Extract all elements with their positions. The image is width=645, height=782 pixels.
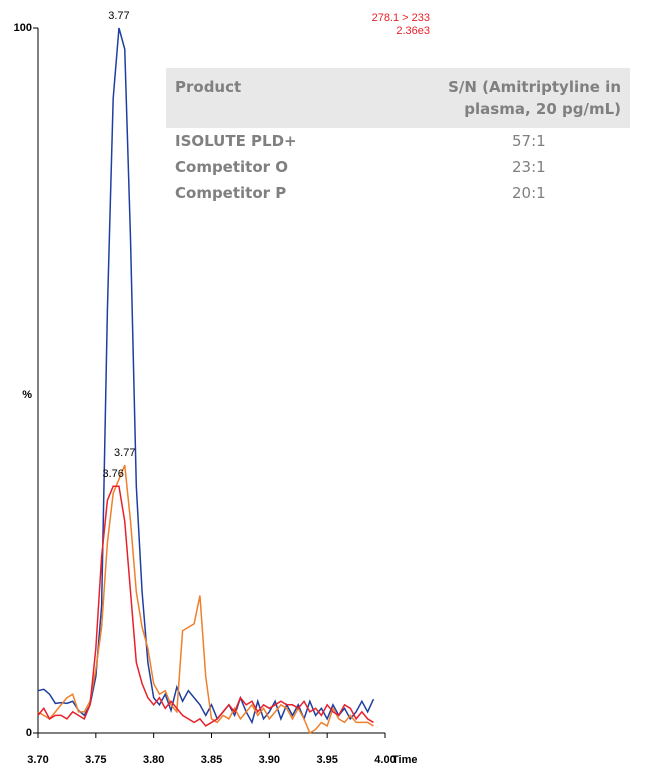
- table-header: Product S/N (Amitriptyline in plasma, 20…: [166, 68, 630, 128]
- y-axis-label: %: [22, 389, 32, 401]
- x-tick-label: 3.70: [27, 754, 48, 766]
- table-row: Competitor P 20:1: [166, 180, 630, 206]
- annotation: 2.36e3: [396, 25, 430, 37]
- peak-label: 3.76: [102, 468, 123, 480]
- series-line: [37, 27, 375, 725]
- x-axis-label: Time: [392, 754, 417, 766]
- header-cell: Product: [166, 68, 380, 128]
- cell: ISOLUTE PLD+: [175, 132, 297, 150]
- x-tick-label: 3.85: [201, 754, 222, 766]
- x-tick-label: 3.95: [316, 754, 337, 766]
- series-line: [37, 464, 374, 735]
- cell: 20:1: [512, 184, 546, 202]
- table: Product S/N (Amitriptyline in plasma, 20…: [166, 68, 630, 206]
- x-tick-label: 3.80: [143, 754, 164, 766]
- table-row: Competitor O 23:1: [166, 154, 630, 180]
- y-tick-label: 100: [14, 22, 32, 34]
- x-tick-label: 3.90: [259, 754, 280, 766]
- y-tick-label: 0: [26, 727, 32, 739]
- series-line: [37, 485, 374, 727]
- header-cell: S/N (Amitriptyline in plasma, 20 pg/mL): [380, 68, 630, 128]
- peak-label: 3.77: [108, 10, 129, 22]
- annotation: 278.1 > 233: [372, 12, 430, 24]
- cell: 23:1: [512, 158, 546, 176]
- cell: Competitor O: [175, 158, 289, 176]
- cell: 57:1: [512, 132, 546, 150]
- peak-label: 3.77: [114, 447, 135, 459]
- table-row: ISOLUTE PLD+ 57:1: [166, 128, 630, 154]
- x-tick-label: 3.75: [85, 754, 106, 766]
- cell: Competitor P: [175, 184, 287, 202]
- x-tick-label: 4.00: [374, 754, 395, 766]
